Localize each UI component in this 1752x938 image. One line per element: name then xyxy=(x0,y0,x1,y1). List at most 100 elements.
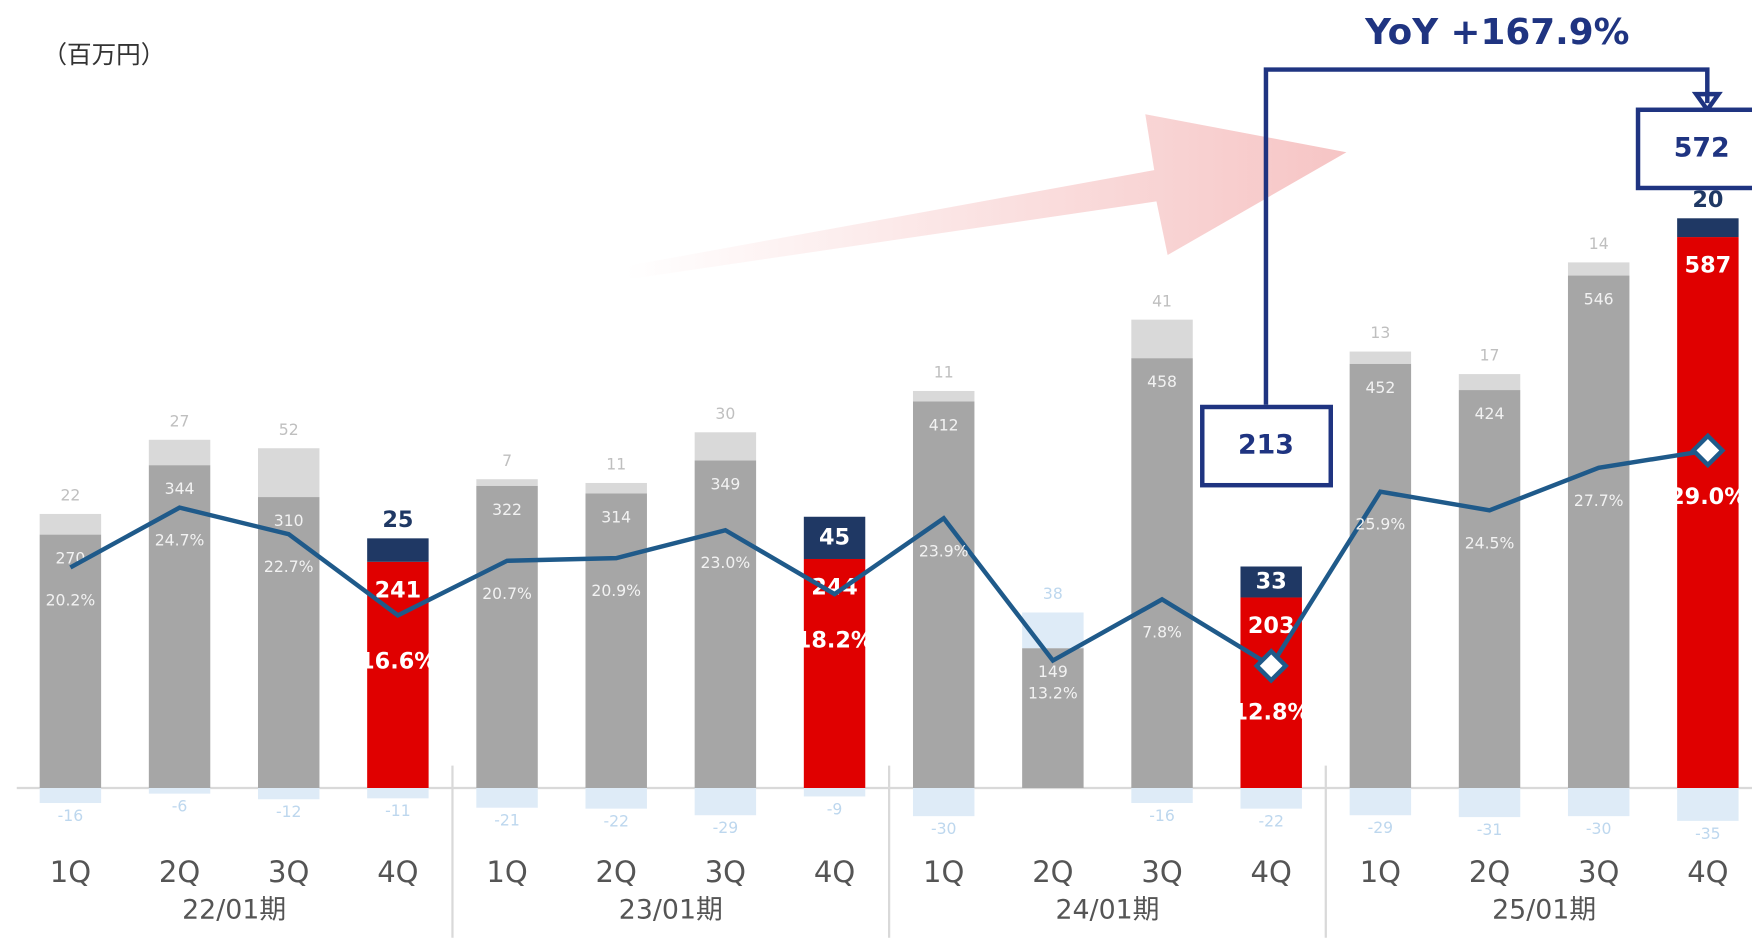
bar-top-label: 25 xyxy=(382,507,413,533)
bar-main xyxy=(476,485,538,789)
bar-main xyxy=(1349,363,1412,789)
bar-negative xyxy=(1240,788,1302,809)
bar-main-label: 322 xyxy=(492,500,522,519)
bar-main xyxy=(1458,390,1521,789)
trend-arrow xyxy=(625,114,1347,280)
bar-negative xyxy=(585,788,647,809)
bar-negative xyxy=(148,788,211,794)
x-tick-label: 2Q xyxy=(1469,855,1510,889)
bar-negative xyxy=(1677,788,1739,821)
bar-top xyxy=(367,538,429,562)
bar-top xyxy=(1240,566,1302,598)
bar-main xyxy=(1022,648,1084,789)
bar-main xyxy=(1567,275,1630,789)
yoy-arrowhead xyxy=(1691,91,1723,114)
bar-main-label: 424 xyxy=(1475,404,1505,423)
x-tick-label: 1Q xyxy=(1360,855,1401,889)
bar-main xyxy=(1677,237,1739,789)
x-tick-label: 3Q xyxy=(705,855,746,889)
bar-main-label: 546 xyxy=(1584,290,1614,309)
bar-main xyxy=(257,497,320,789)
bar-negative-label: -35 xyxy=(1695,824,1721,843)
ratio-label: 20.9% xyxy=(591,581,641,600)
bar-negative-label: -21 xyxy=(494,811,520,830)
box-curr-label: 572 xyxy=(1674,132,1730,163)
x-tick-label: 1Q xyxy=(50,855,91,889)
bar-main xyxy=(39,534,102,789)
bar-top xyxy=(912,390,975,402)
x-tick-label: 2Q xyxy=(159,855,200,889)
ratio-label: 23.9% xyxy=(919,541,969,560)
bar-top-label: 17 xyxy=(1480,346,1500,365)
bar-main-label: 310 xyxy=(274,511,304,530)
bar-top xyxy=(585,482,647,494)
x-tick-label: 4Q xyxy=(377,855,418,889)
ratio-label: 20.7% xyxy=(482,584,532,603)
unit-label: （百万円） xyxy=(42,40,165,69)
bar-top xyxy=(1458,374,1521,391)
bar-top-label: 20 xyxy=(1692,187,1723,213)
bar-main-label: 412 xyxy=(929,415,959,434)
bar-top-label: 45 xyxy=(819,524,850,550)
bar-top xyxy=(803,516,866,559)
bar-negative-label: -16 xyxy=(1149,806,1175,825)
bar-negative-label: -6 xyxy=(172,797,188,816)
bar-main-label: 458 xyxy=(1147,372,1177,391)
ratio-marker xyxy=(1690,432,1726,469)
bar-top xyxy=(694,432,757,461)
bar-negative xyxy=(1349,788,1412,816)
x-tick-label: 1Q xyxy=(923,855,964,889)
bar-negative-label: -22 xyxy=(1258,812,1284,831)
ratio-line xyxy=(69,448,1709,669)
bar-top-label: 41 xyxy=(1152,291,1172,310)
bar-top xyxy=(257,448,320,498)
ratio-label: 22.7% xyxy=(264,557,314,576)
bar-negative-label: -22 xyxy=(603,812,629,831)
bar-main xyxy=(694,460,757,789)
bar-top-label: 11 xyxy=(934,363,954,382)
bar-main-label: 314 xyxy=(601,507,631,526)
x-tick-label: 1Q xyxy=(486,855,527,889)
bar-main xyxy=(803,558,866,789)
ratio-marker xyxy=(1253,648,1289,684)
bar-top xyxy=(1677,218,1739,238)
bar-top-label: 14 xyxy=(1589,234,1609,253)
ratio-label: 24.7% xyxy=(155,531,205,550)
x-tick-label: 4Q xyxy=(1251,855,1292,889)
bar-negative-label: -12 xyxy=(276,802,302,821)
bar-top-label: 13 xyxy=(1370,323,1390,342)
bar-top-label: 30 xyxy=(715,404,735,423)
yoy-label: YoY +167.9% xyxy=(1364,12,1629,53)
x-tick-label: 4Q xyxy=(1687,855,1728,889)
bar-negative-label: -29 xyxy=(713,818,739,837)
bar-top-label: 11 xyxy=(606,455,626,474)
bar-top xyxy=(476,479,538,486)
bar-main-label: 270 xyxy=(55,549,85,568)
bar-main-label: 149 xyxy=(1038,662,1068,681)
bar-negative xyxy=(803,788,866,797)
ratio-label: 27.7% xyxy=(1574,491,1624,510)
x-tick-label: 3Q xyxy=(1578,855,1619,889)
bar-top xyxy=(1567,262,1630,276)
bar-negative xyxy=(367,788,429,799)
x-tick-label: 2Q xyxy=(596,855,637,889)
bar-negative xyxy=(257,788,320,800)
ratio-label: 16.6% xyxy=(359,649,436,675)
bar-negative-label: -16 xyxy=(58,806,84,825)
group-label: 24/01期 xyxy=(1055,894,1159,925)
bar-main-label: 587 xyxy=(1685,253,1732,279)
bar-negative-label: -31 xyxy=(1477,820,1503,839)
bar-main-label: 349 xyxy=(710,475,740,494)
bar-top xyxy=(39,513,102,535)
group-label: 22/01期 xyxy=(182,894,286,925)
box-prev-label: 213 xyxy=(1238,430,1294,461)
box-curr xyxy=(1635,107,1752,191)
bar-top-label: 7 xyxy=(502,451,512,470)
ratio-label: 29.0% xyxy=(1669,484,1746,510)
bar-top xyxy=(148,439,211,466)
bar-main-label: 244 xyxy=(811,575,858,601)
ratio-label: 12.8% xyxy=(1232,699,1309,725)
bar-main-label: 241 xyxy=(375,577,422,603)
bar-negative-label: -30 xyxy=(931,819,957,838)
